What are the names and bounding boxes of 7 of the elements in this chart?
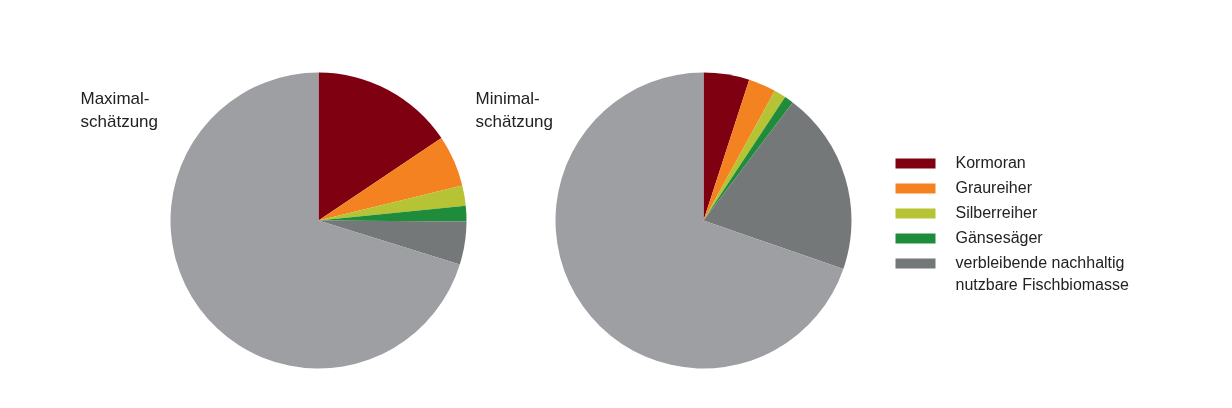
- text: Minimal- schätzung: [475, 88, 553, 132]
- legend-label: verbleibende nachhaltig nutzbare Fischbiomasse: [955, 253, 1130, 293]
- legend-label: Silberreiher: [955, 203, 1038, 221]
- legend-label: Graureiher: [955, 178, 1033, 196]
- text: Maximal- schätzung: [80, 88, 158, 132]
- legend-label: Gänsesäger: [955, 228, 1044, 246]
- legend-label: Kormoran: [955, 153, 1026, 171]
